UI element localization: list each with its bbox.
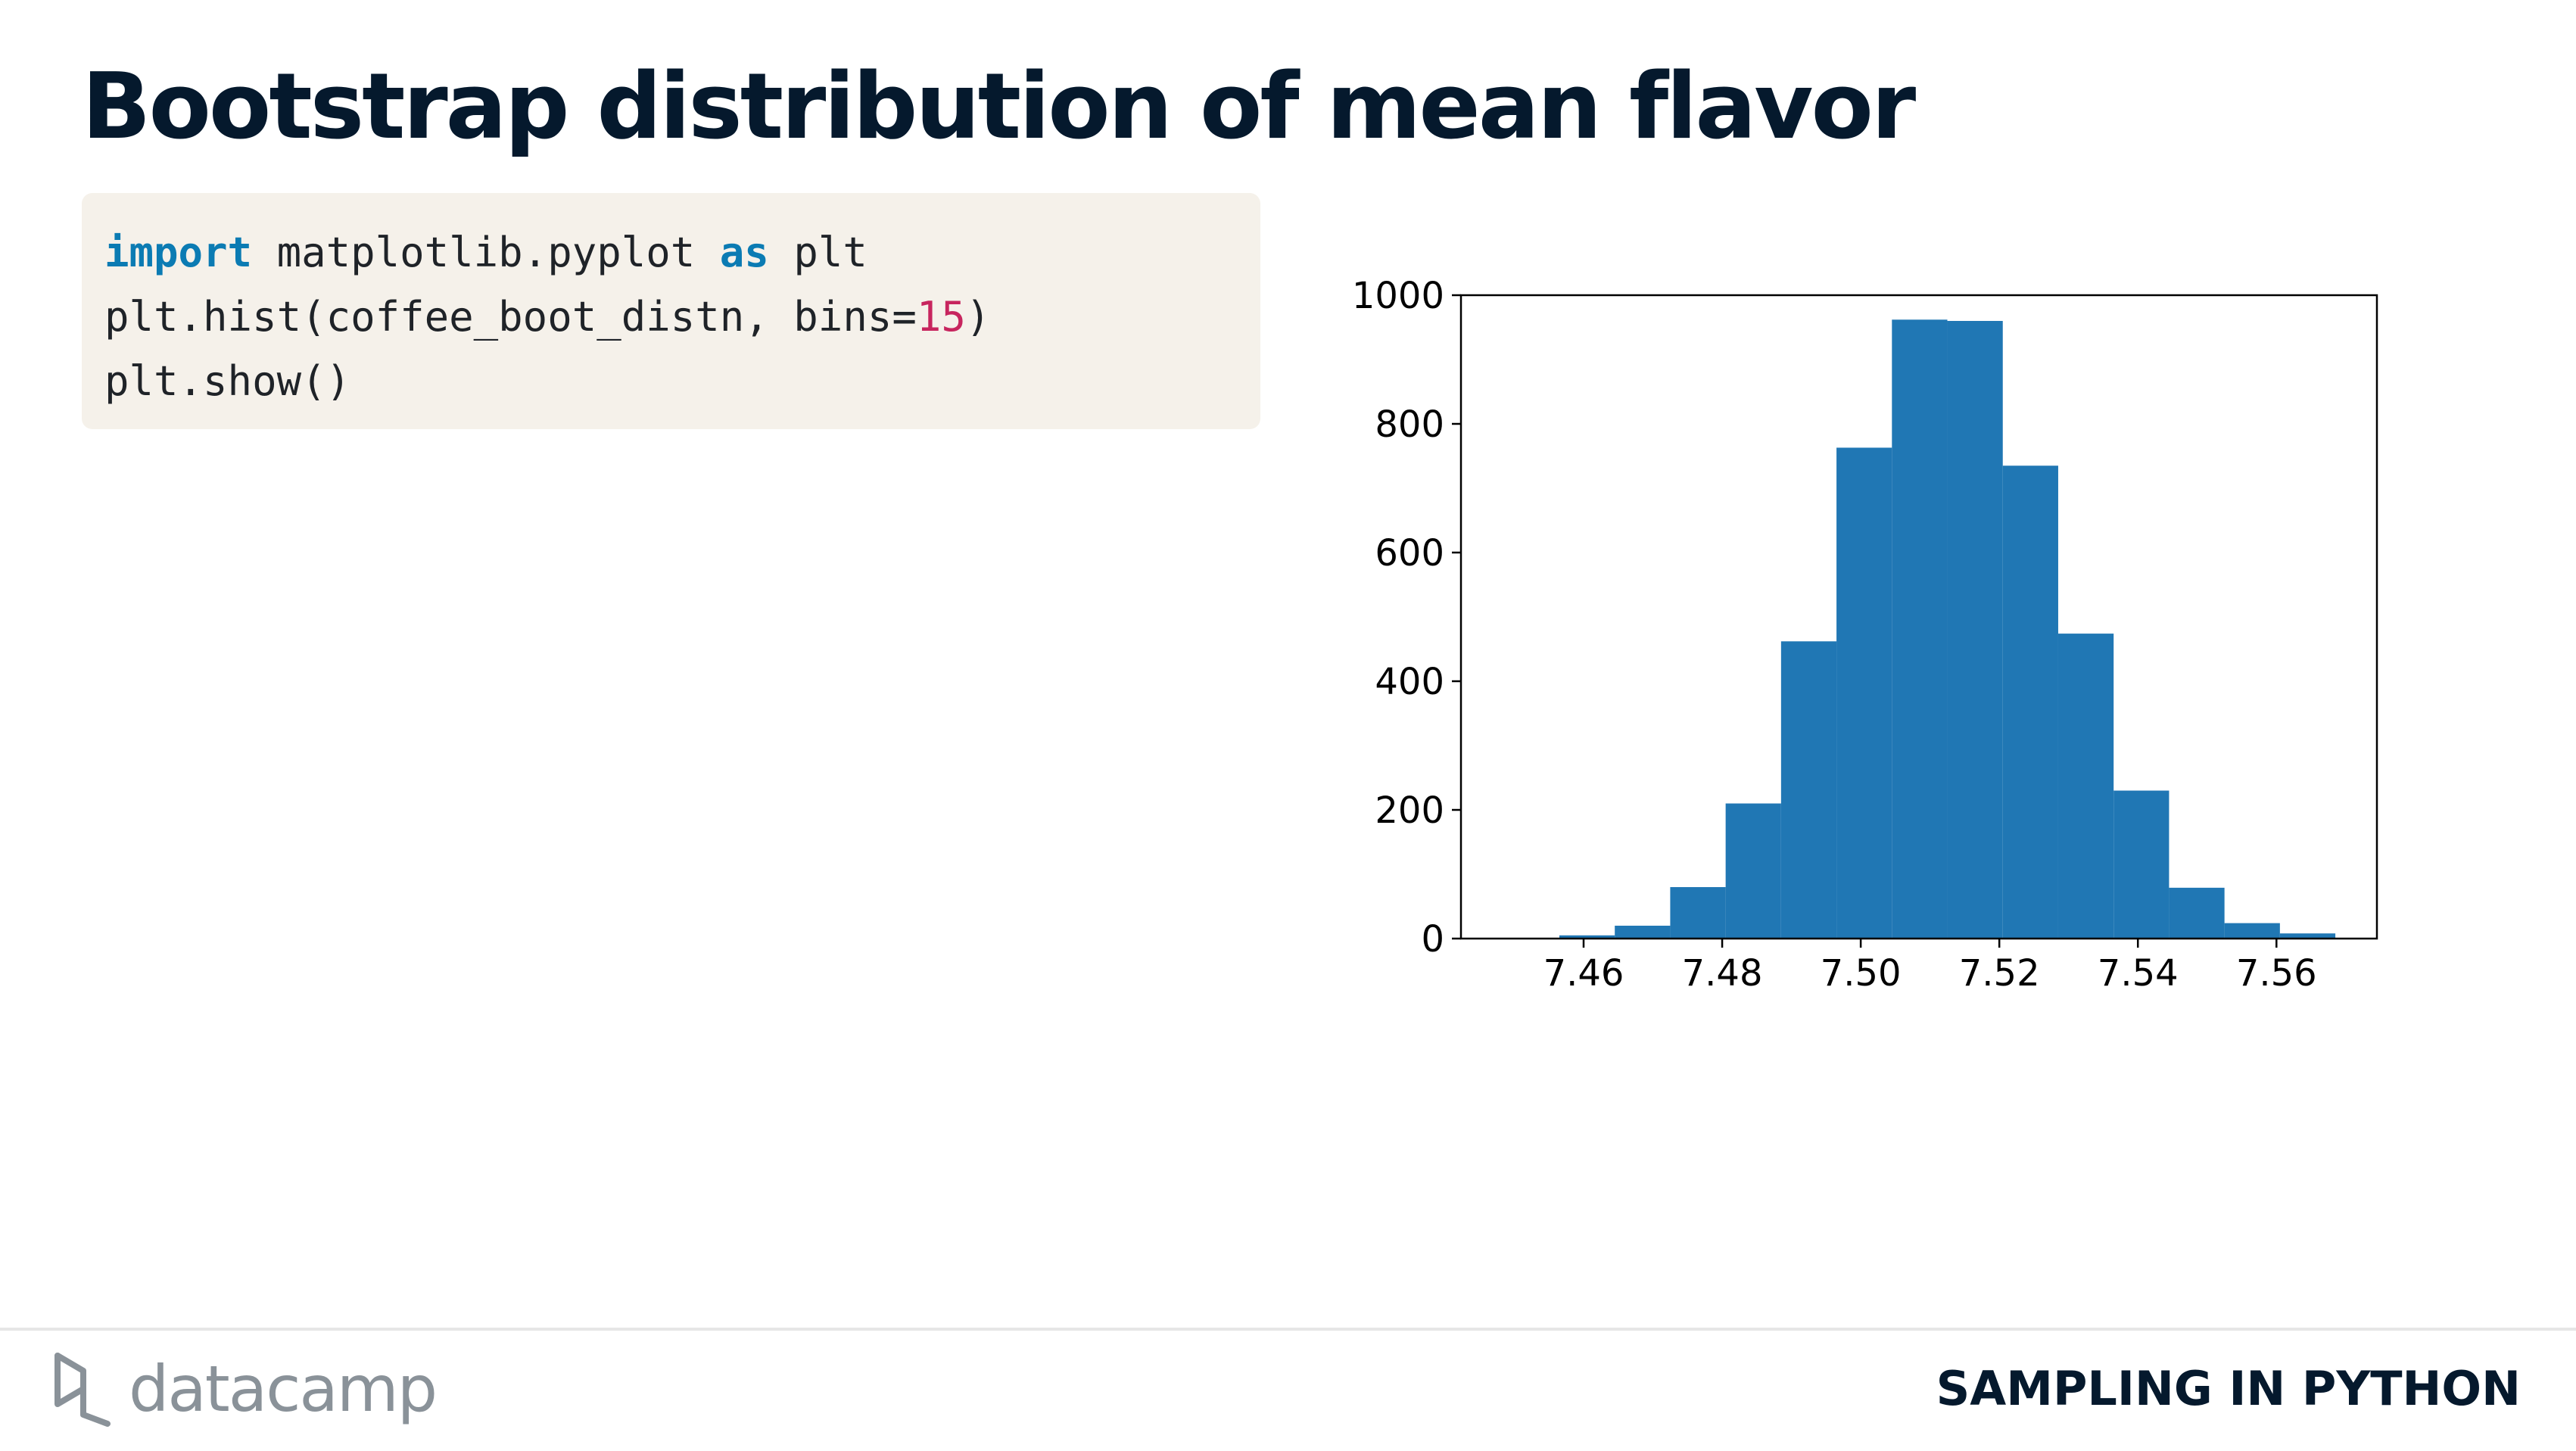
histogram-bar xyxy=(2169,887,2225,939)
y-tick-label: 600 xyxy=(1375,532,1444,574)
y-tick-label: 200 xyxy=(1375,789,1444,832)
footer-divider xyxy=(0,1328,2576,1331)
course-name: SAMPLING IN PYTHON xyxy=(1936,1361,2521,1416)
y-tick-label: 400 xyxy=(1375,661,1444,703)
code-keyword: as xyxy=(719,229,769,276)
x-tick-label: 7.50 xyxy=(1821,952,1902,995)
code-keyword: import xyxy=(104,229,253,276)
code-line: import matplotlib.pyplot as plt xyxy=(104,220,1260,285)
code-text: plt.hist(coffee_boot_distn, bins= xyxy=(104,293,917,341)
datacamp-logo-text: datacamp xyxy=(129,1352,438,1426)
histogram-bar xyxy=(1836,447,1892,939)
histogram-bar xyxy=(1559,935,1615,939)
code-line: plt.hist(coffee_boot_distn, bins=15) xyxy=(104,285,1260,349)
histogram-bar xyxy=(1780,641,1837,939)
x-tick-label: 7.56 xyxy=(2236,952,2317,995)
histogram-chart: 0 200 400 600 800 1000 7.46 7.48 7.50 7.52 7.54 7.5… xyxy=(1352,275,2378,995)
histogram-bar xyxy=(2002,466,2058,939)
histogram-bar xyxy=(1892,319,1948,939)
histogram-bar xyxy=(2057,634,2114,939)
slide-title: Bootstrap distribution of mean flavor xyxy=(82,54,1916,160)
code-line: plt.show() xyxy=(104,349,1260,413)
histogram-bar xyxy=(2279,933,2336,939)
code-number: 15 xyxy=(916,293,966,341)
datacamp-logo: datacamp xyxy=(53,1347,438,1431)
x-tick-label: 7.48 xyxy=(1682,952,1763,995)
histogram-bar xyxy=(2224,923,2280,939)
y-tick-label: 0 xyxy=(1421,918,1444,961)
code-text: plt.show() xyxy=(104,357,351,405)
code-text: matplotlib.pyplot xyxy=(252,229,720,276)
x-tick-label: 7.46 xyxy=(1543,952,1624,995)
histogram-bar xyxy=(1725,803,1781,939)
histogram-bar xyxy=(1947,321,2003,939)
code-block: import matplotlib.pyplot as plt plt.hist(… xyxy=(82,193,1260,429)
histogram-bar xyxy=(2113,790,2170,939)
histogram-bar xyxy=(1670,887,1726,939)
datacamp-logo-icon xyxy=(55,1353,111,1427)
code-text: plt xyxy=(768,229,867,276)
y-tick-label: 1000 xyxy=(1352,275,1444,317)
code-text: ) xyxy=(965,293,991,341)
x-tick-label: 7.52 xyxy=(1959,952,2040,995)
histogram-bar xyxy=(1615,926,1671,939)
plot-frame xyxy=(1459,294,2378,940)
x-tick-label: 7.54 xyxy=(2098,952,2179,995)
y-tick-label: 800 xyxy=(1375,403,1444,446)
